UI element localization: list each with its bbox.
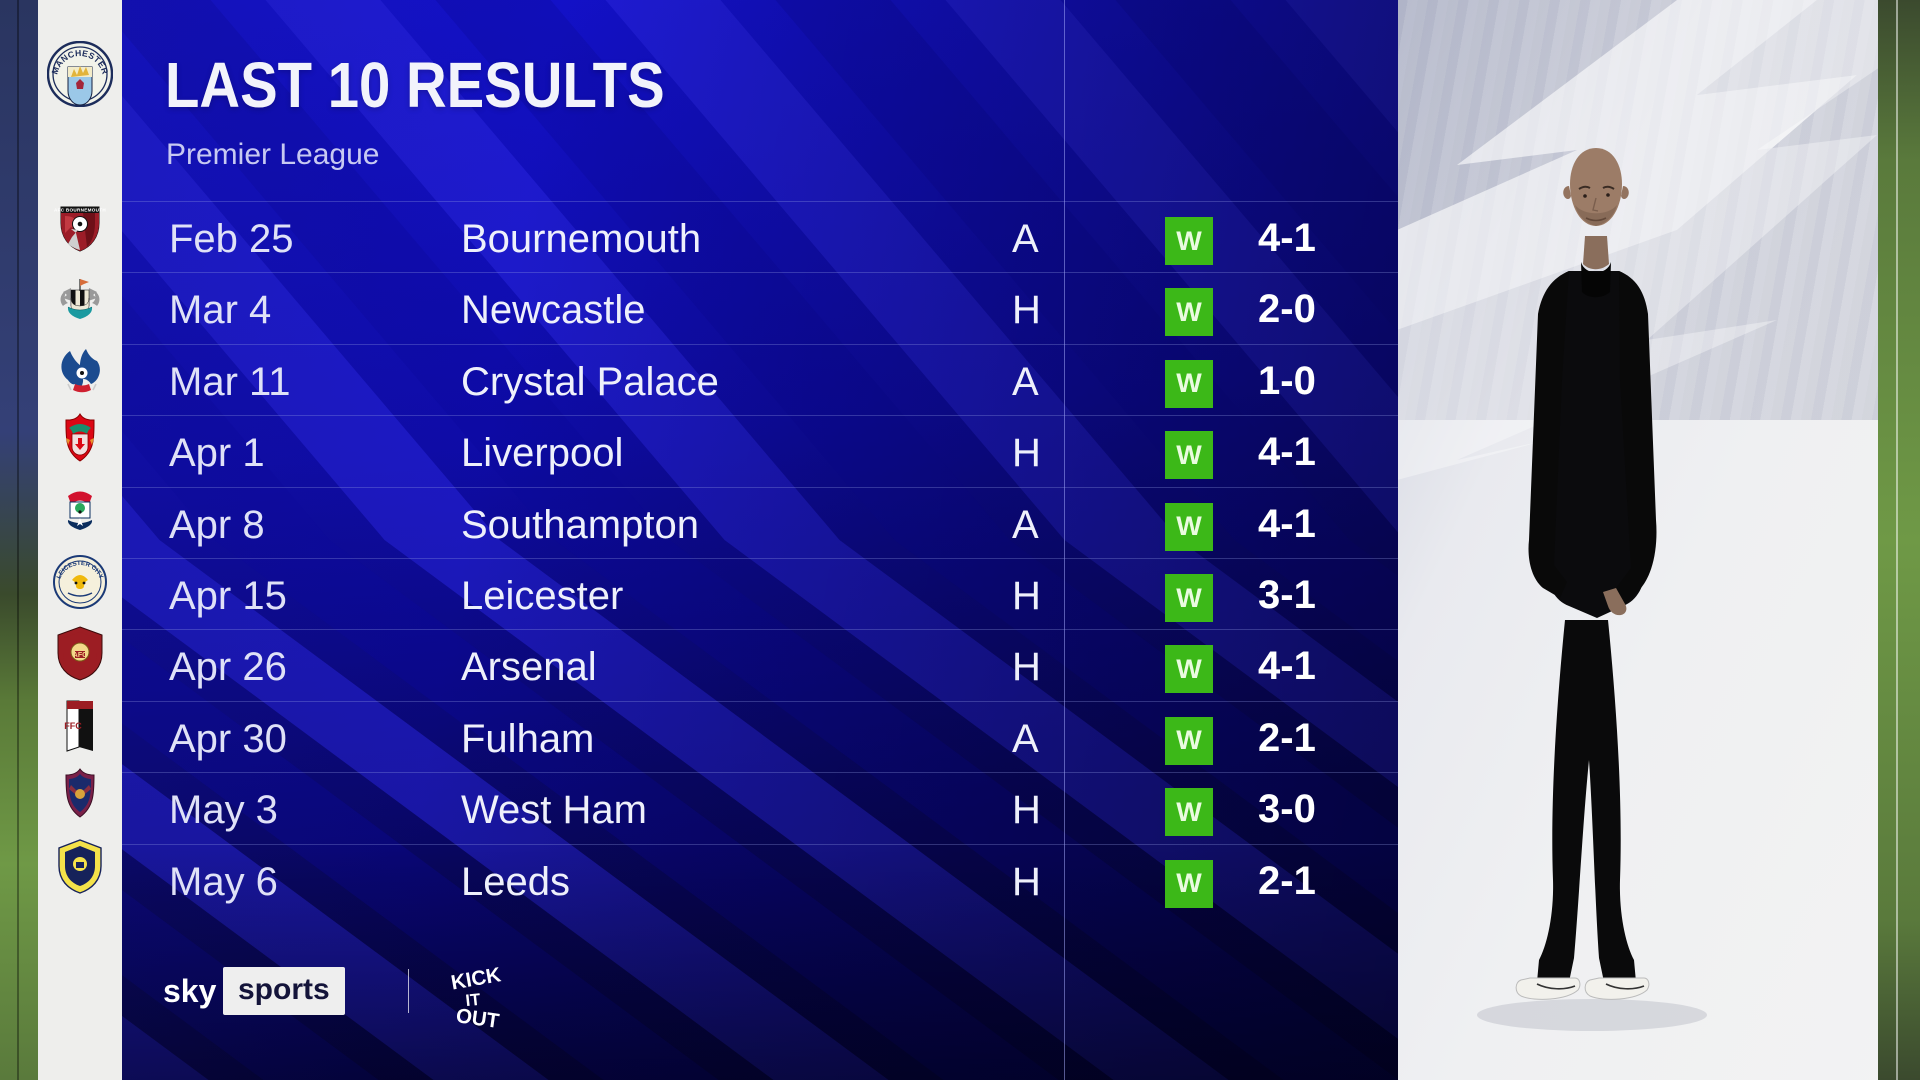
svg-text:AFC: AFC	[73, 652, 87, 659]
svg-text:OUT: OUT	[455, 1004, 502, 1033]
svg-text:AFC BOURNEMOUTH: AFC BOURNEMOUTH	[54, 207, 106, 212]
svg-text:FFC: FFC	[64, 721, 82, 731]
